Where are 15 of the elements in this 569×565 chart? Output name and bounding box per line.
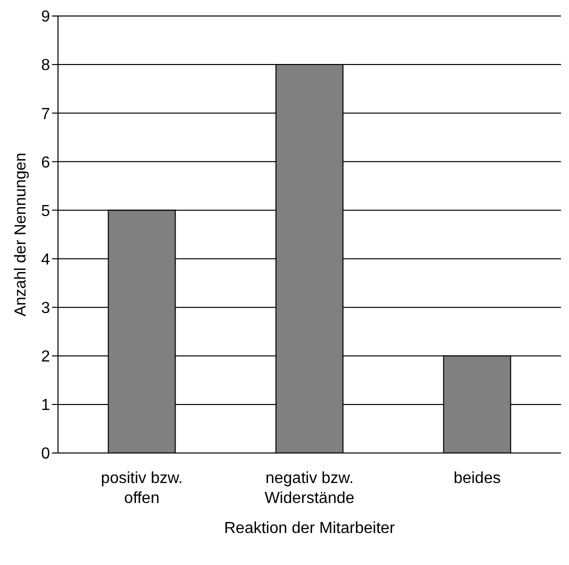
x-tick-label: negativ bzw. Widerstände bbox=[264, 470, 355, 507]
x-tick-label: beides bbox=[454, 470, 501, 487]
x-axis-title: Reaktion der Mitarbeiter bbox=[224, 520, 396, 537]
y-tick-label: 3 bbox=[41, 300, 50, 318]
y-axis-title: Anzahl der Nennungen bbox=[12, 152, 30, 316]
y-tick-label: 8 bbox=[41, 57, 50, 74]
y-tick-label: 7 bbox=[41, 106, 50, 123]
y-tick-label: 9 bbox=[41, 8, 50, 26]
y-tick-label: 5 bbox=[41, 202, 50, 220]
y-tick-label: 1 bbox=[41, 397, 50, 414]
x-tick-label: positiv bzw. offen bbox=[100, 470, 183, 507]
y-tick-label: 2 bbox=[41, 348, 50, 366]
y-tick-label: 6 bbox=[41, 154, 50, 172]
y-tick-label: 0 bbox=[41, 446, 50, 463]
y-tick-label: 4 bbox=[41, 251, 50, 268]
